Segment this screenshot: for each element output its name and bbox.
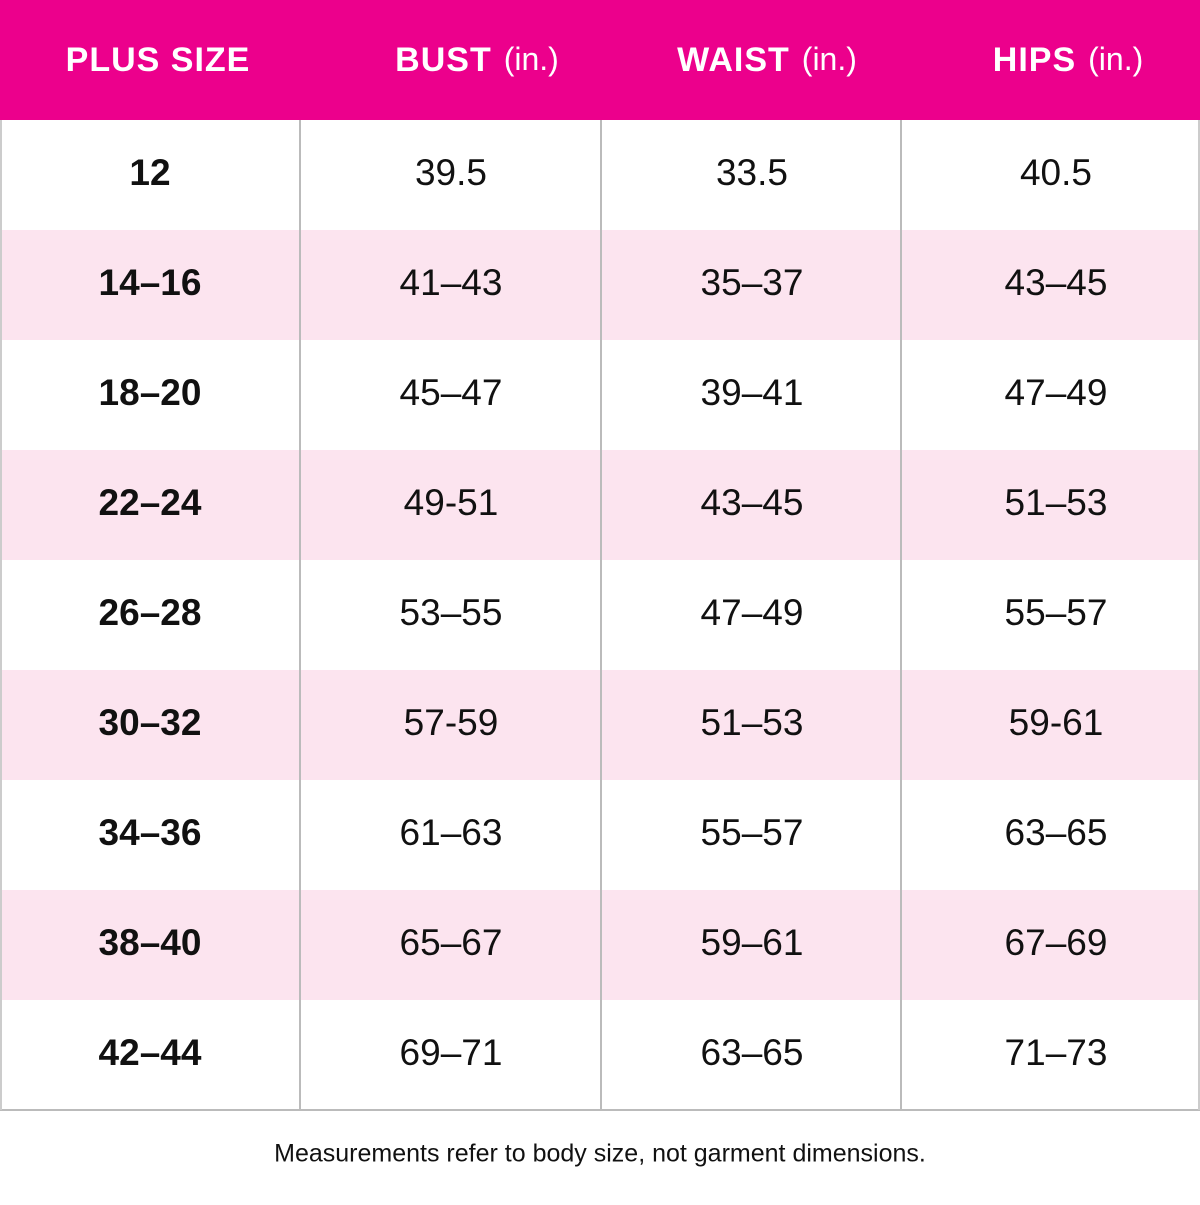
column-header: HIPS (in.) <box>993 41 1143 79</box>
measurement-cell: 51–53 <box>1005 482 1108 523</box>
measurement-cell: 41–43 <box>400 262 503 303</box>
header-label: WAIST <box>677 41 790 79</box>
column-header: WAIST (in.) <box>677 41 857 79</box>
column-header: BUST (in.) <box>395 41 559 79</box>
measurement-cell: 51–53 <box>701 702 804 743</box>
size-cell: 38–40 <box>99 922 202 963</box>
size-cell: 34–36 <box>99 812 202 853</box>
header-label: HIPS <box>993 41 1076 79</box>
size-cell: 14–16 <box>99 262 202 303</box>
size-cell: 18–20 <box>99 372 202 413</box>
measurement-cell: 65–67 <box>400 922 503 963</box>
footnote: Measurements refer to body size, not gar… <box>274 1140 926 1168</box>
measurement-cell: 69–71 <box>400 1032 503 1073</box>
measurement-cell: 35–37 <box>701 262 804 303</box>
column-header: PLUS SIZE <box>66 41 251 79</box>
size-cell: 42–44 <box>99 1032 202 1073</box>
measurement-cell: 67–69 <box>1005 922 1108 963</box>
measurement-cell: 55–57 <box>701 812 804 853</box>
size-cell: 12 <box>129 152 170 193</box>
header-label: PLUS SIZE <box>66 41 251 79</box>
measurement-cell: 71–73 <box>1005 1032 1108 1073</box>
size-cell: 22–24 <box>99 482 202 523</box>
measurement-cell: 49-51 <box>404 482 499 523</box>
header-unit: (in.) <box>504 41 559 77</box>
measurement-cell: 55–57 <box>1005 592 1108 633</box>
measurement-cell: 43–45 <box>1005 262 1108 303</box>
measurement-cell: 47–49 <box>1005 372 1108 413</box>
measurement-cell: 63–65 <box>1005 812 1108 853</box>
size-cell: 30–32 <box>99 702 202 743</box>
header-label: BUST <box>395 41 492 79</box>
measurement-cell: 43–45 <box>701 482 804 523</box>
measurement-cell: 63–65 <box>701 1032 804 1073</box>
measurement-cell: 40.5 <box>1020 152 1092 193</box>
measurement-cell: 39–41 <box>701 372 804 413</box>
measurement-cell: 57-59 <box>404 702 499 743</box>
measurement-cell: 59-61 <box>1009 702 1104 743</box>
header-unit: (in.) <box>802 41 857 77</box>
measurement-cell: 61–63 <box>400 812 503 853</box>
size-cell: 26–28 <box>99 592 202 633</box>
measurement-cell: 53–55 <box>400 592 503 633</box>
measurement-cell: 33.5 <box>716 152 788 193</box>
measurement-cell: 47–49 <box>701 592 804 633</box>
header-unit: (in.) <box>1088 41 1143 77</box>
measurement-cell: 59–61 <box>701 922 804 963</box>
header-band <box>0 0 1200 120</box>
measurement-cell: 39.5 <box>415 152 487 193</box>
measurement-cell: 45–47 <box>400 372 503 413</box>
